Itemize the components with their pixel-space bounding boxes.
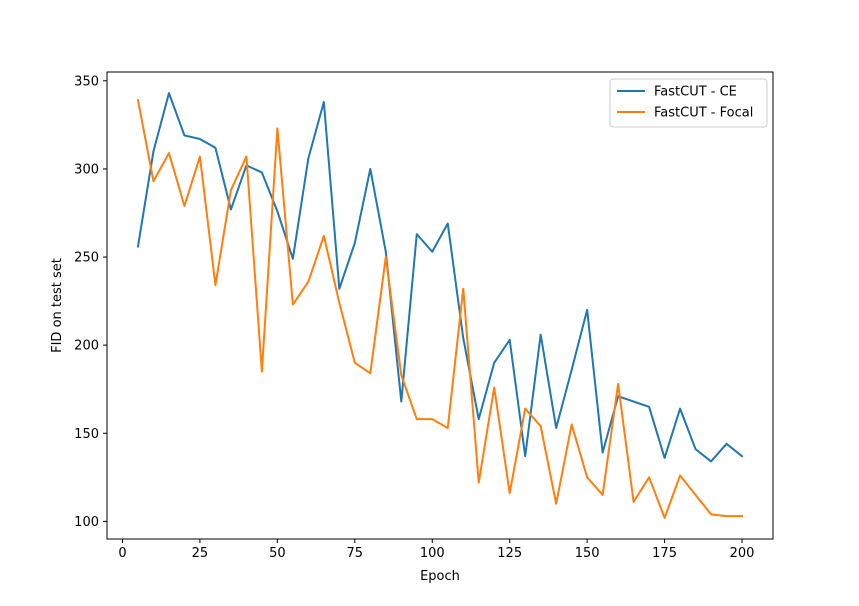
x-tick-label: 50 [269,546,286,561]
x-tick-label: 75 [347,546,364,561]
x-tick-label: 150 [575,546,600,561]
plot-area [136,92,744,519]
x-tick-label: 25 [192,546,209,561]
series-line-ce [136,92,744,463]
x-axis-ticks: 0 25 50 75 100 125 150 175 200 [118,539,754,561]
x-axis-title: Epoch [420,569,460,584]
y-tick-label: 250 [74,251,99,266]
series-line-focal [136,99,744,519]
x-tick-label: 0 [118,546,126,561]
legend-label-focal: FastCUT - Focal [654,106,753,121]
y-tick-label: 300 [74,162,99,177]
legend-box [609,78,768,128]
x-tick-label: 125 [497,546,522,561]
legend-label-ce: FastCUT - CE [654,85,737,100]
axes-frame [106,71,774,540]
y-tick-label: 200 [74,339,99,354]
x-tick-label: 200 [730,546,755,561]
y-tick-label: 350 [74,74,99,89]
x-tick-label: 175 [652,546,677,561]
y-tick-label: 150 [74,427,99,442]
y-tick-label: 100 [74,515,99,530]
y-axis-title: FID on test set [50,258,65,353]
x-tick-label: 100 [420,546,445,561]
legend: FastCUT - CE FastCUT - Focal [609,78,768,128]
y-axis-ticks: 100 150 200 250 300 350 [74,74,107,530]
